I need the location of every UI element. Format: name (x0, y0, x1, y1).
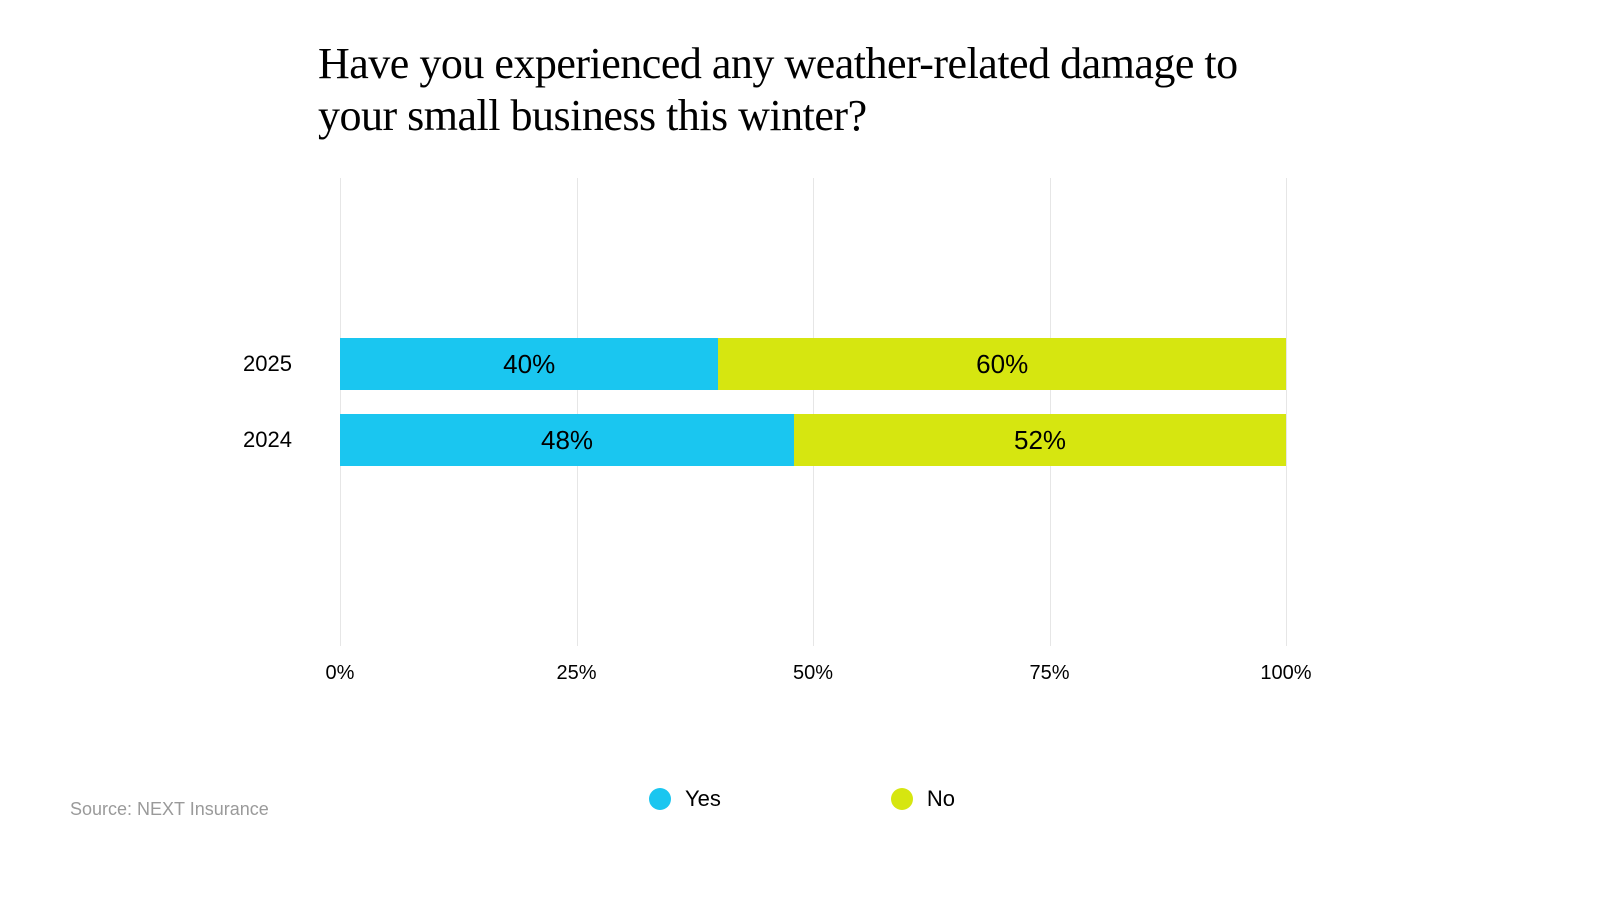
legend-label-no: No (927, 786, 955, 812)
legend-item-yes: Yes (649, 786, 721, 812)
chart-title: Have you experienced any weather-related… (318, 38, 1298, 142)
x-tick-25: 25% (556, 662, 596, 685)
gridline-25 (577, 178, 578, 646)
y-label-2025: 2025 (0, 351, 320, 377)
gridline-0 (340, 178, 341, 646)
legend-label-yes: Yes (685, 786, 721, 812)
legend-swatch-yes (649, 788, 671, 810)
bar-row-2025: 40% 60% (340, 338, 1286, 390)
bar-2025-yes: 40% (340, 338, 718, 390)
x-axis-labels: 0% 25% 50% 75% 100% (340, 662, 1286, 692)
bar-2024-no: 52% (794, 414, 1286, 466)
x-tick-75: 75% (1029, 662, 1069, 685)
bar-2024-yes: 48% (340, 414, 794, 466)
gridline-75 (1050, 178, 1051, 646)
bar-row-2024: 48% 52% (340, 414, 1286, 466)
gridline-100 (1286, 178, 1287, 646)
y-label-2024: 2024 (0, 427, 320, 453)
x-tick-50: 50% (793, 662, 833, 685)
legend-item-no: No (891, 786, 955, 812)
gridline-50 (813, 178, 814, 646)
x-tick-0: 0% (326, 662, 355, 685)
legend-swatch-no (891, 788, 913, 810)
bar-2025-no: 60% (718, 338, 1286, 390)
source-text: Source: NEXT Insurance (70, 799, 269, 820)
chart-canvas: Have you experienced any weather-related… (0, 0, 1604, 908)
plot-area: 40% 60% 48% 52% (340, 178, 1286, 646)
x-tick-100: 100% (1260, 662, 1311, 685)
